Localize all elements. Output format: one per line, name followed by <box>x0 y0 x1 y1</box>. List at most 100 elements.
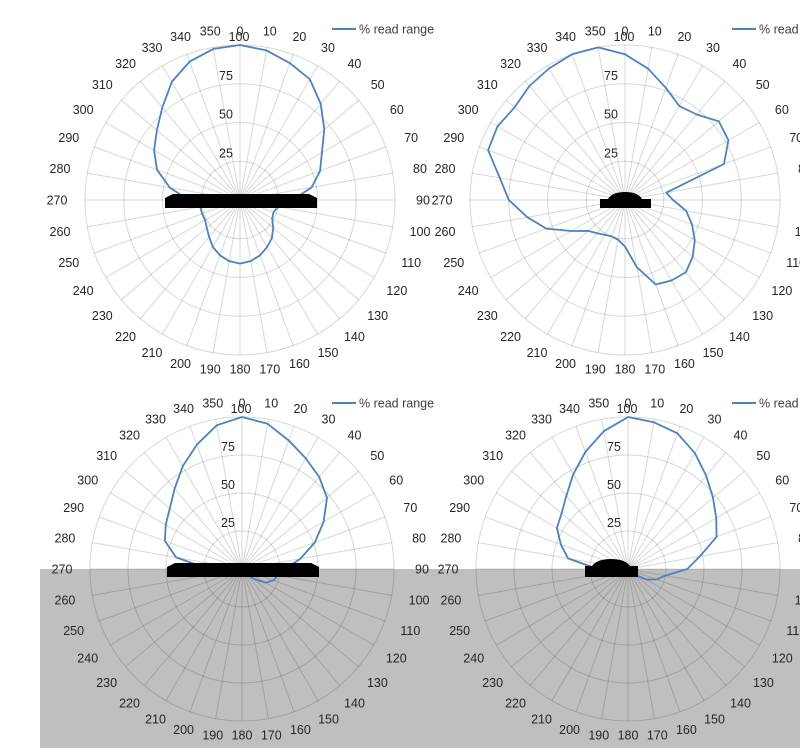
angle-label: 170 <box>647 728 668 742</box>
read-range-curve <box>153 44 326 265</box>
angle-label: 150 <box>318 712 339 726</box>
radial-gridline-ring <box>585 160 665 240</box>
radius-label: 25 <box>221 516 235 530</box>
angle-label: 20 <box>677 30 691 44</box>
angle-label: 260 <box>55 594 76 608</box>
angle-label: 10 <box>264 397 278 411</box>
angle-gridline-spoke <box>94 199 241 254</box>
angle-label: 80 <box>798 531 800 545</box>
angle-label: 250 <box>449 624 470 638</box>
angle-label: 200 <box>555 357 576 371</box>
angle-label: 140 <box>344 697 365 711</box>
radius-label: 75 <box>221 440 235 454</box>
legend: % read range <box>332 23 434 37</box>
angle-label: 350 <box>202 397 223 411</box>
angle-label: 190 <box>202 728 223 742</box>
angle-label: 80 <box>412 531 426 545</box>
tag-body <box>600 199 651 208</box>
angle-gridline-spoke <box>575 425 629 570</box>
angle-gridline-spoke <box>627 568 745 668</box>
angle-gridline-spoke <box>239 199 318 335</box>
angle-label: 180 <box>618 729 639 743</box>
radius-label: 50 <box>221 478 235 492</box>
angle-gridline-spoke <box>547 199 626 335</box>
polar-chart-bottom-right: 0102030405060708090100110120130140150160… <box>438 390 800 748</box>
angle-label: 70 <box>789 131 800 145</box>
angle-label: 100 <box>795 594 800 608</box>
angle-label: 40 <box>347 57 361 71</box>
angle-gridline-spoke <box>624 65 703 201</box>
angle-label: 170 <box>259 362 280 376</box>
angle-label: 220 <box>505 697 526 711</box>
angle-label: 320 <box>505 428 526 442</box>
legend-label: % read range <box>759 23 800 37</box>
polar-chart-top-left: 0 10 20 30 40 50 60 70 80 90 100 110 120 130 140 150 160… <box>40 16 440 390</box>
angle-gridline-spoke <box>627 542 778 570</box>
angle-label: 120 <box>386 652 407 666</box>
angle-gridline-spoke <box>241 492 374 570</box>
radial-gridline-ring <box>551 492 705 646</box>
angle-label: 290 <box>58 131 79 145</box>
angle-gridline-spoke <box>139 80 241 201</box>
angle-gridline-spoke <box>239 199 386 254</box>
angle-gridline-spoke <box>524 199 626 320</box>
angle-label: 110 <box>786 624 800 638</box>
angle-gridline-spoke <box>239 47 268 201</box>
angle-label: 240 <box>77 652 98 666</box>
angle-label: 0 <box>237 25 244 39</box>
tag-dome <box>608 192 642 199</box>
angle-label: 60 <box>390 103 404 117</box>
angle-gridline-spoke <box>627 516 772 570</box>
angle-gridline-spoke <box>624 47 653 201</box>
angle-label: 330 <box>527 41 548 55</box>
tag-bevel <box>165 194 317 198</box>
angle-label: 50 <box>371 78 385 92</box>
angle-gridline-spoke <box>189 425 243 570</box>
angle-label: 50 <box>370 449 384 463</box>
radial-gridline-ring <box>547 122 703 278</box>
angle-label: 200 <box>170 357 191 371</box>
angle-gridline-spoke <box>597 199 626 353</box>
angle-gridline-spoke <box>575 568 629 713</box>
angle-label: 20 <box>292 30 306 44</box>
angle-label: 350 <box>588 397 609 411</box>
angle-label: 340 <box>555 30 576 44</box>
angle-label: 80 <box>413 162 427 176</box>
angle-gridline-spoke <box>241 425 295 570</box>
angle-label: 140 <box>344 330 365 344</box>
radius-label: 75 <box>604 69 618 83</box>
angle-label: 320 <box>115 57 136 71</box>
angle-label: 170 <box>261 728 282 742</box>
angle-label: 190 <box>588 728 609 742</box>
angle-gridline-spoke <box>162 65 241 201</box>
angle-label: 210 <box>142 346 163 360</box>
radius-label: 100 <box>617 402 638 416</box>
read-range-curve <box>487 46 730 286</box>
angle-label: 310 <box>92 78 113 92</box>
angle-gridline-spoke <box>241 437 319 570</box>
tag-bevel <box>167 563 319 567</box>
angle-label: 340 <box>170 30 191 44</box>
angle-label: 160 <box>289 357 310 371</box>
angle-gridline-spoke <box>239 199 375 278</box>
angle-gridline-spoke <box>241 568 295 713</box>
angle-gridline-spoke <box>125 470 243 570</box>
angle-gridline-spoke <box>529 452 629 570</box>
angle-label: 120 <box>772 652 793 666</box>
angle-label: 350 <box>585 25 606 39</box>
angle-label: 300 <box>73 103 94 117</box>
angle-gridline-spoke <box>624 199 771 254</box>
ground-shading <box>440 569 800 748</box>
angle-gridline-spoke <box>624 199 679 346</box>
radial-gridline-ring <box>123 83 357 317</box>
angle-gridline-spoke <box>627 568 778 596</box>
angle-gridline-spoke <box>186 54 241 201</box>
angle-label: 10 <box>648 25 662 39</box>
angle-label: 180 <box>230 363 251 377</box>
angle-gridline-spoke <box>551 568 629 701</box>
angle-gridline-spoke <box>472 172 626 201</box>
angle-label: 140 <box>729 330 750 344</box>
angle-label: 130 <box>367 309 388 323</box>
radius-label: 75 <box>219 69 233 83</box>
angle-gridline-spoke <box>624 199 726 320</box>
